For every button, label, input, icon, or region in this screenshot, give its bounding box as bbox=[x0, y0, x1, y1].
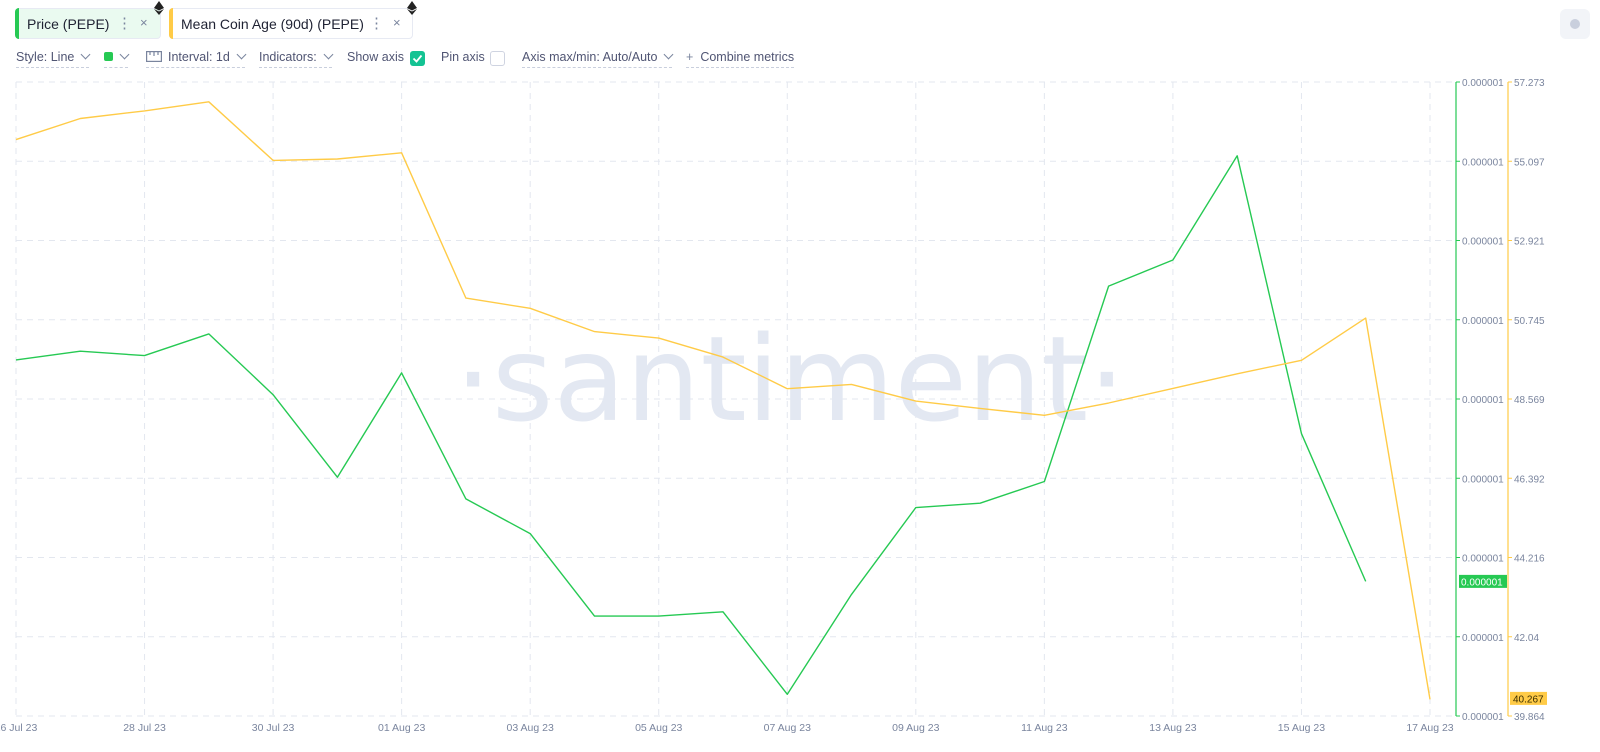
settings-dot-button[interactable] bbox=[1560, 9, 1590, 39]
dot-icon bbox=[1570, 19, 1580, 29]
price-axis-tick-label: 0.000001 bbox=[1462, 157, 1504, 168]
indicators-label: Indicators: bbox=[259, 50, 317, 64]
ethereum-icon bbox=[154, 1, 164, 15]
price-axis-tick-label: 0.000001 bbox=[1462, 633, 1504, 644]
color-swatch bbox=[104, 52, 113, 61]
x-tick-label: 13 Aug 23 bbox=[1149, 722, 1196, 734]
mean-coin-age-last-value-label: 40.267 bbox=[1513, 694, 1544, 705]
price-axis-tick-label: 0.000001 bbox=[1462, 78, 1504, 89]
axis-maxmin-label: Axis max/min: Auto/Auto bbox=[522, 50, 658, 64]
pin-axis-toggle[interactable]: Pin axis bbox=[441, 50, 485, 67]
price-axis-tick-label: 0.000001 bbox=[1462, 712, 1504, 723]
chevron-down-icon bbox=[80, 49, 91, 60]
x-tick-label: 30 Jul 23 bbox=[252, 722, 295, 734]
pin-axis-label: Pin axis bbox=[441, 50, 485, 64]
combine-metrics-button[interactable]: + Combine metrics bbox=[686, 50, 795, 68]
show-axis-checkbox[interactable] bbox=[410, 51, 425, 66]
mean-coin-age-last-value-badge bbox=[1510, 691, 1547, 705]
x-tick-label: 01 Aug 23 bbox=[378, 722, 425, 734]
x-tick-label: 28 Jul 23 bbox=[123, 722, 166, 734]
price-axis-tick-label: 0.000001 bbox=[1462, 316, 1504, 327]
chart-axes: 26 Jul 23 28 Jul 23 30 Jul 23 01 Aug 23 03 A… bbox=[0, 78, 1547, 734]
indicators-dropdown[interactable]: Indicators: bbox=[259, 49, 334, 68]
chevron-down-icon bbox=[119, 49, 130, 60]
mean-coin-age-axis-tick-label: 55.097 bbox=[1514, 157, 1545, 168]
mean-coin-age-axis-tick-label: 39.864 bbox=[1514, 712, 1545, 723]
metric-color-bar bbox=[169, 8, 173, 39]
plus-icon: + bbox=[686, 50, 694, 64]
color-picker[interactable] bbox=[104, 49, 130, 68]
show-axis-toggle[interactable]: Show axis bbox=[347, 50, 404, 67]
mean-coin-age-axis-tick-label: 52.921 bbox=[1514, 237, 1545, 248]
series-line-price-pepe- bbox=[15, 155, 1367, 695]
mean-coin-age-axis-tick-label: 50.745 bbox=[1514, 316, 1545, 327]
metric-tab-label: Mean Coin Age (90d) (PEPE) bbox=[181, 15, 364, 32]
chevron-down-icon bbox=[236, 49, 247, 60]
more-options-icon[interactable]: ⋮ bbox=[369, 15, 384, 32]
axis-maxmin-dropdown[interactable]: Axis max/min: Auto/Auto bbox=[522, 49, 674, 68]
price-axis-tick-label: 0.000001 bbox=[1462, 237, 1504, 248]
close-icon[interactable]: × bbox=[140, 15, 148, 30]
metric-tab-mean-coin-age[interactable]: Mean Coin Age (90d) (PEPE) ⋮ × bbox=[169, 1, 417, 39]
style-label: Style: Line bbox=[16, 50, 75, 64]
x-tick-label: 11 Aug 23 bbox=[1021, 722, 1068, 734]
interval-label: Interval: 1d bbox=[168, 50, 230, 64]
pin-axis-checkbox[interactable] bbox=[490, 51, 505, 66]
chart-lines bbox=[15, 101, 1431, 700]
style-dropdown[interactable]: Style: Line bbox=[16, 49, 91, 68]
mean-coin-age-axis-tick-label: 44.216 bbox=[1514, 554, 1545, 565]
mean-coin-age-axis-tick-label: 57.273 bbox=[1514, 78, 1545, 89]
show-axis-label: Show axis bbox=[347, 50, 404, 64]
x-tick-label: 17 Aug 23 bbox=[1406, 722, 1453, 734]
mean-coin-age-axis-tick-label: 42.04 bbox=[1514, 633, 1539, 644]
price-last-value-label: 0.000001 bbox=[1461, 577, 1503, 588]
metric-tab-price[interactable]: Price (PEPE) ⋮ × bbox=[15, 1, 164, 39]
price-axis-tick-label: 0.000001 bbox=[1462, 474, 1504, 485]
price-last-value-badge bbox=[1459, 574, 1507, 588]
x-tick-label: 09 Aug 23 bbox=[892, 722, 939, 734]
price-axis-tick-label: 0.000001 bbox=[1462, 554, 1504, 565]
mean-coin-age-axis-tick-label: 48.569 bbox=[1514, 395, 1545, 406]
close-icon[interactable]: × bbox=[393, 15, 401, 30]
x-tick-label: 07 Aug 23 bbox=[764, 722, 811, 734]
combine-metrics-label: Combine metrics bbox=[700, 50, 795, 64]
x-tick-label: 26 Jul 23 bbox=[0, 722, 37, 734]
santiment-watermark: ·santiment· bbox=[454, 310, 1125, 448]
price-axis-tick-label: 0.000001 bbox=[1462, 395, 1504, 406]
x-tick-label: 03 Aug 23 bbox=[507, 722, 554, 734]
mean-coin-age-axis-tick-label: 46.392 bbox=[1514, 474, 1545, 485]
x-tick-label: 05 Aug 23 bbox=[635, 722, 682, 734]
x-tick-label: 15 Aug 23 bbox=[1278, 722, 1325, 734]
series-line-mean-coin-age-90d-pepe- bbox=[15, 101, 1431, 700]
checkmark-icon bbox=[412, 54, 423, 63]
metric-color-bar bbox=[15, 8, 19, 39]
interval-dropdown[interactable]: Interval: 1d bbox=[146, 49, 247, 68]
more-options-icon[interactable]: ⋮ bbox=[117, 15, 132, 32]
chevron-down-icon bbox=[323, 49, 334, 60]
ethereum-icon bbox=[407, 1, 417, 15]
chevron-down-icon bbox=[664, 49, 674, 60]
metric-tab-label: Price (PEPE) bbox=[27, 15, 110, 32]
ruler-icon bbox=[146, 51, 162, 62]
chart-grid bbox=[15, 81, 1456, 717]
